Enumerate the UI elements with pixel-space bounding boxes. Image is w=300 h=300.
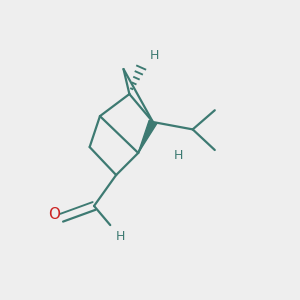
Text: H: H	[116, 230, 125, 243]
Text: O: O	[48, 207, 60, 222]
Polygon shape	[138, 120, 157, 153]
Text: H: H	[150, 49, 159, 62]
Text: H: H	[174, 148, 183, 161]
